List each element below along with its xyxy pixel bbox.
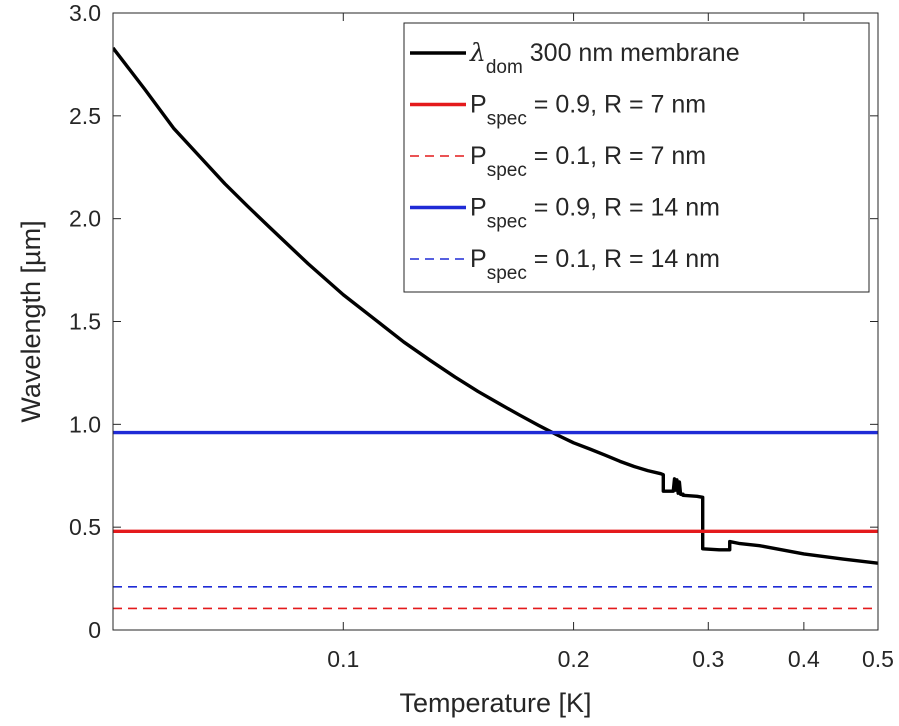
x-tick-label-0: 0.1: [327, 646, 359, 672]
x-tick-label-4: 0.5: [862, 646, 894, 672]
x-axis-ticks: 0.1 0.2 0.3 0.4 0.5: [327, 13, 894, 672]
y-tick-label-5: 2.5: [69, 103, 101, 129]
legend-label-2: Pspec = 0.1, R = 7 nm: [470, 142, 706, 181]
y-tick-label-6: 3.0: [69, 0, 101, 26]
x-tick-label-2: 0.3: [692, 646, 724, 672]
legend-box: [403, 22, 870, 293]
legend-entry-4: Pspec = 0.1, R = 14 nm: [410, 245, 720, 284]
y-tick-label-2: 1.0: [69, 411, 101, 437]
y-tick-label-3: 1.5: [69, 309, 101, 335]
y-tick-label-4: 2.0: [69, 206, 101, 232]
legend: λdom 300 nm membrane Pspec = 0.9, R = 7 n…: [403, 22, 870, 293]
legend-label-3: Pspec = 0.9, R = 14 nm: [470, 194, 720, 233]
y-tick-label-0: 0: [88, 617, 101, 643]
y-axis-label: Wavelength [µm]: [16, 220, 46, 422]
legend-entry-3: Pspec = 0.9, R = 14 nm: [410, 194, 720, 233]
y-axis-ticks: 0 0.5 1.0 1.5 2.0 2.5 3.0: [69, 0, 878, 643]
x-tick-label-3: 0.4: [788, 646, 820, 672]
legend-label-1: Pspec = 0.9, R = 7 nm: [470, 91, 706, 130]
x-tick-label-1: 0.2: [558, 646, 590, 672]
y-tick-label-1: 0.5: [69, 514, 101, 540]
legend-label-0: λdom 300 nm membrane: [469, 38, 740, 78]
series-layer: [113, 46, 878, 610]
legend-label-4: Pspec = 0.1, R = 14 nm: [470, 245, 720, 284]
legend-entry-1: Pspec = 0.9, R = 7 nm: [410, 91, 706, 130]
legend-entry-2: Pspec = 0.1, R = 7 nm: [410, 142, 706, 181]
legend-entry-0: λdom 300 nm membrane: [410, 38, 740, 78]
x-axis-label: Temperature [K]: [399, 688, 591, 718]
series-line-0: [113, 46, 878, 565]
